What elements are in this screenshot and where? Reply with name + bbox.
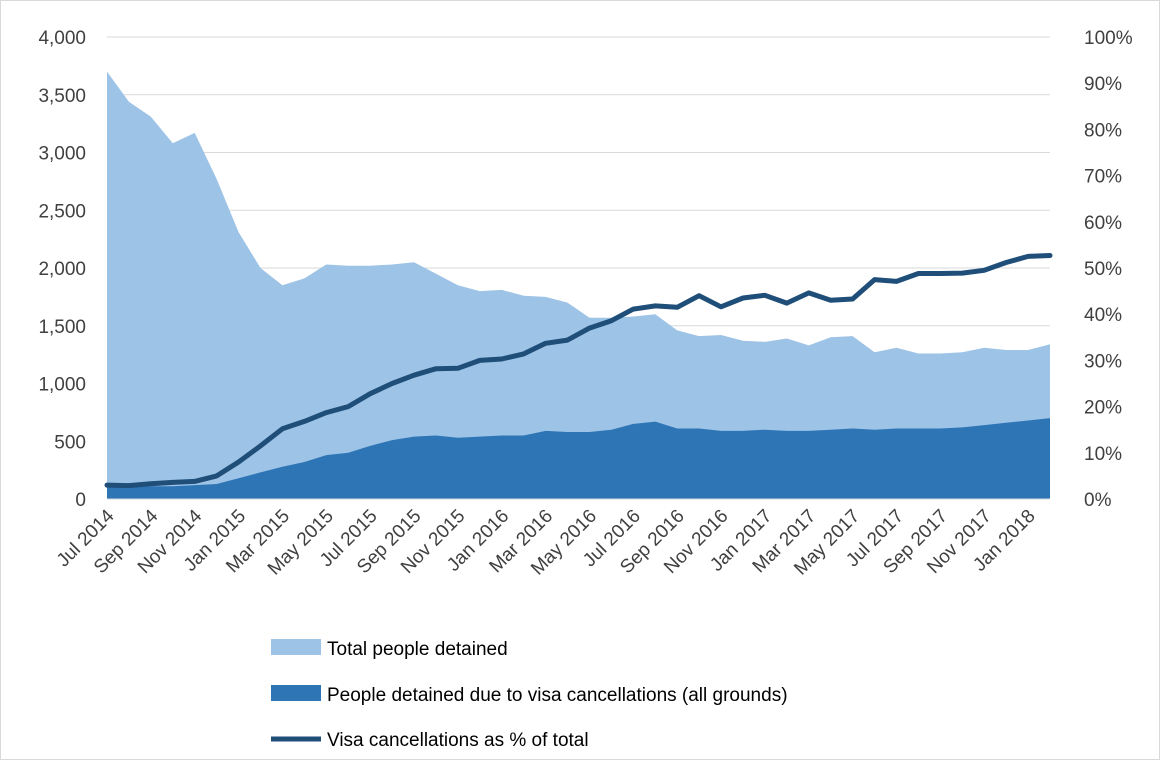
total-detained-area — [107, 71, 1050, 499]
y-right-tick-label: 20% — [1084, 398, 1122, 419]
visa-pct-line — [104, 253, 1053, 489]
legend-swatch-visa — [271, 685, 321, 701]
y-left-tick-label: 3,000 — [38, 144, 86, 165]
legend-label-visa: People detained due to visa cancellation… — [327, 685, 788, 706]
y-right-tick-label: 40% — [1084, 305, 1122, 326]
legend-label-pct: Visa cancellations as % of total — [327, 730, 589, 751]
y-left-tick-label: 500 — [54, 432, 86, 453]
y-left-tick-label: 0 — [75, 490, 86, 511]
legend: Total people detained People detained du… — [271, 639, 788, 751]
y-left-tick-label: 1,500 — [38, 317, 86, 338]
y-right-tick-label: 70% — [1084, 167, 1122, 188]
right-axis: 0% 10% 20% 30% 40% 50% 60% 70% 80% 90% 100% — [1084, 28, 1133, 511]
y-left-tick-label: 1,000 — [38, 375, 86, 396]
visa-detained-area — [107, 418, 1050, 499]
y-left-tick-label: 2,000 — [38, 259, 86, 280]
legend-label-total: Total people detained — [327, 639, 508, 660]
y-right-tick-label: 10% — [1084, 444, 1122, 465]
y-left-tick-label: 2,500 — [38, 201, 86, 222]
area-series — [107, 71, 1050, 499]
y-right-tick-label: 0% — [1084, 490, 1112, 511]
left-axis: 0 500 1,000 1,500 2,000 2,500 3,000 3,500 4,000 — [38, 28, 86, 511]
y-right-tick-label: 60% — [1084, 213, 1122, 234]
y-right-tick-label: 100% — [1084, 28, 1133, 49]
y-right-tick-label: 80% — [1084, 120, 1122, 141]
y-right-tick-label: 50% — [1084, 259, 1122, 280]
y-left-tick-label: 3,500 — [38, 86, 86, 107]
y-right-tick-label: 90% — [1084, 74, 1122, 95]
line-series — [104, 253, 1053, 489]
legend-swatch-total — [271, 639, 321, 655]
y-right-tick-label: 30% — [1084, 351, 1122, 372]
y-left-tick-label: 4,000 — [38, 28, 86, 49]
